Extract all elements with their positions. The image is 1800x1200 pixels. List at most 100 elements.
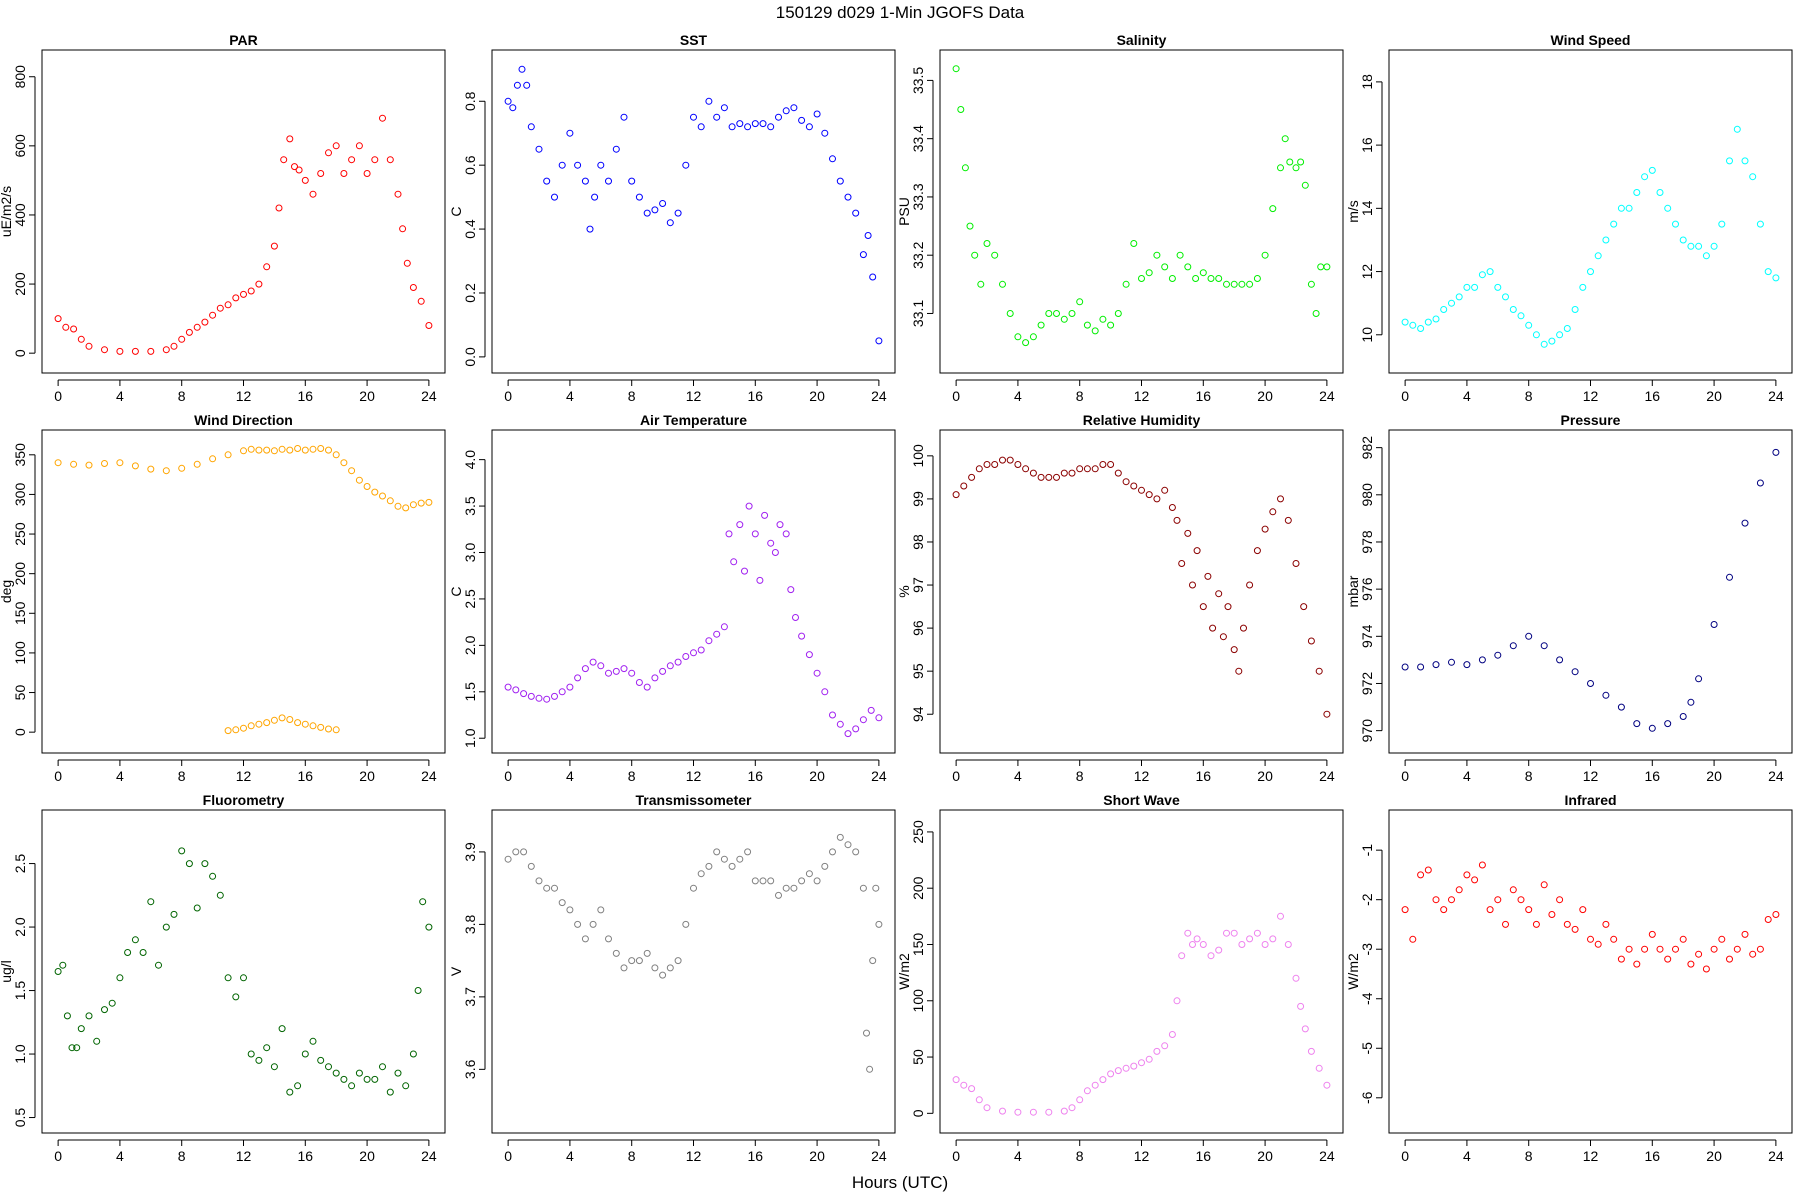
data-point: [605, 935, 612, 943]
data-point: [659, 200, 667, 207]
y-tick-label: 14: [1359, 200, 1375, 216]
plot-frame: [1388, 49, 1793, 374]
data-point: [263, 263, 271, 271]
data-point: [581, 665, 589, 673]
data-point: [1207, 275, 1215, 282]
data-point: [85, 1012, 93, 1020]
x-tick-label: 24: [871, 388, 887, 404]
x-tick-label: 12: [236, 1148, 252, 1164]
data-point: [1083, 1087, 1091, 1095]
x-tick-label: 0: [54, 388, 62, 404]
data-point: [961, 164, 969, 172]
x-tick-label: 20: [809, 768, 825, 784]
data-point: [295, 166, 303, 174]
x-tick-label: 12: [686, 768, 702, 784]
y-tick-label: -3: [1359, 943, 1375, 956]
y-tick-label: 33.2: [910, 241, 926, 268]
x-tick-label: 20: [1257, 768, 1273, 784]
data-point: [1261, 251, 1269, 259]
data-point: [340, 459, 348, 467]
data-point: [209, 455, 217, 463]
data-point: [1297, 1002, 1305, 1010]
data-point: [1602, 236, 1610, 244]
data-point: [363, 1075, 371, 1083]
data-point: [348, 467, 356, 475]
y-tick-label: 1.5: [462, 682, 478, 702]
data-point: [713, 630, 721, 638]
data-point: [744, 848, 752, 856]
data-point: [1292, 560, 1300, 567]
data-point: [1284, 941, 1292, 948]
data-point: [620, 964, 628, 972]
data-point: [635, 957, 643, 965]
data-point: [124, 949, 132, 956]
data-point: [1014, 461, 1022, 468]
panel-air-temperature: Air Temperature 0 4 8 12 16 20 24 1.0 1.5 2.0 2.5 3.…: [448, 412, 896, 784]
data-point: [798, 116, 806, 124]
data-point: [1509, 886, 1517, 894]
data-point: [240, 724, 247, 732]
data-point: [1424, 318, 1432, 326]
x-tick-label: 24: [1319, 768, 1335, 784]
data-point: [1099, 315, 1107, 323]
data-point: [1625, 204, 1633, 212]
data-point: [651, 964, 659, 972]
y-tick-label: 50: [12, 685, 28, 701]
data-point: [1277, 912, 1284, 920]
data-point: [591, 193, 599, 201]
data-point: [1702, 965, 1710, 973]
series-wind-direction: [54, 445, 433, 735]
data-point: [209, 872, 217, 880]
data-point: [1656, 189, 1664, 196]
panel-fluorometry: Fluorometry 0 4 8 12 16 20 24 0.5 1.0 1.5 2.0 2.5 ug/…: [0, 792, 446, 1164]
data-point: [224, 974, 232, 982]
y-tick-label: 95: [910, 663, 926, 679]
x-tick-label: 12: [1583, 1148, 1599, 1164]
data-point: [991, 251, 999, 259]
data-point: [1199, 269, 1207, 277]
plot-frame: [1388, 809, 1793, 1134]
data-point: [116, 459, 124, 467]
y-tick-label: 0.4: [462, 219, 478, 239]
data-point: [813, 110, 821, 118]
series-relative-humidity: [952, 456, 1331, 718]
data-point: [1610, 220, 1618, 228]
y-tick-label: 33.3: [910, 183, 926, 210]
data-point: [1161, 263, 1169, 271]
data-point: [690, 884, 697, 892]
data-point: [1091, 327, 1099, 335]
x-tick-label: 8: [1076, 1148, 1084, 1164]
data-point: [1478, 861, 1486, 869]
x-tick-label: 12: [1134, 1148, 1150, 1164]
data-point: [674, 658, 682, 666]
y-tick-label: 250: [910, 820, 926, 844]
y-tick-label: 300: [12, 483, 28, 507]
data-point: [725, 530, 733, 538]
data-point: [1230, 646, 1238, 654]
data-point: [1749, 173, 1757, 181]
data-point: [1494, 896, 1502, 904]
data-point: [294, 445, 302, 452]
data-point: [952, 65, 960, 73]
data-point: [1138, 486, 1145, 494]
data-point: [255, 1056, 263, 1064]
data-point: [1114, 1067, 1122, 1075]
data-point: [394, 502, 402, 510]
data-point: [278, 445, 286, 453]
data-point: [720, 104, 728, 112]
data-point: [224, 301, 232, 309]
data-point: [1076, 298, 1084, 306]
data-point: [512, 686, 520, 694]
x-tick-label: 0: [952, 768, 960, 784]
data-point: [1068, 1104, 1076, 1112]
data-point: [566, 129, 574, 137]
data-point: [705, 862, 713, 870]
data-point: [363, 483, 371, 490]
data-point: [859, 716, 867, 724]
data-point: [1029, 1108, 1037, 1116]
data-point: [829, 848, 836, 856]
data-point: [371, 488, 379, 496]
x-tick-label: 0: [504, 768, 512, 784]
data-point: [1695, 675, 1703, 683]
data-point: [1235, 667, 1243, 675]
